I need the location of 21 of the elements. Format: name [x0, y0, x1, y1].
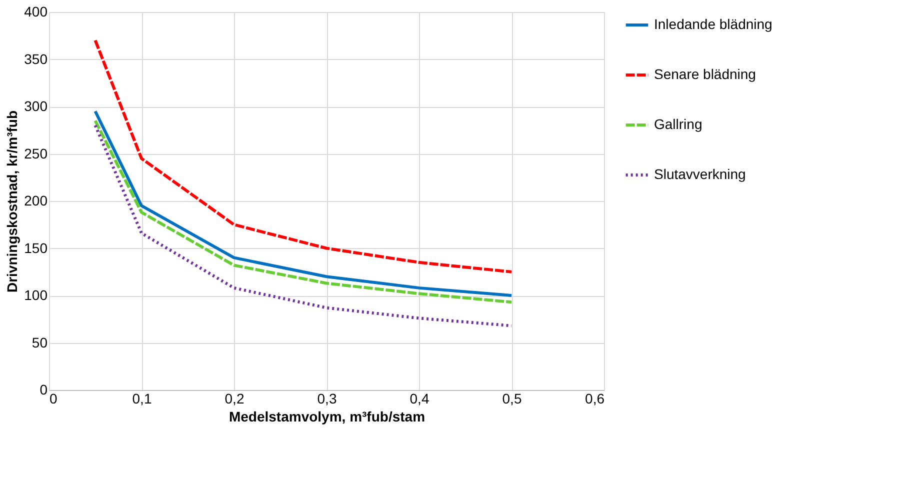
- x-tick-label: 0,4: [410, 390, 430, 406]
- y-tick-label: 250: [24, 145, 48, 162]
- legend-label: Inledande blädning: [654, 16, 772, 32]
- y-tick-label: 100: [24, 287, 48, 303]
- y-axis-title: Drivningskostnad, kr/m³fub: [4, 110, 20, 293]
- x-tick-label: 0,5: [502, 390, 522, 406]
- legend-label: Slutavverkning: [654, 166, 746, 182]
- line-series: [94, 38, 513, 274]
- y-tick-label: 50: [32, 334, 48, 350]
- y-tick-label: 350: [24, 50, 48, 67]
- y-tick-label: 200: [24, 192, 48, 208]
- x-tick-label: 0,3: [317, 390, 337, 406]
- y-tick-label: 300: [24, 98, 48, 114]
- y-tick-label: 400: [24, 4, 48, 20]
- x-tick-label: 0,6: [585, 390, 605, 406]
- x-axis-title: Medelstamvolym, m³fub/stam: [228, 408, 426, 424]
- x-tick-label: 0,1: [132, 390, 152, 406]
- y-tick-label: 150: [24, 240, 48, 256]
- x-tick-label: 0,2: [224, 390, 244, 406]
- legend-label: Senare blädning: [654, 66, 756, 82]
- legend-label: Gallring: [654, 116, 702, 132]
